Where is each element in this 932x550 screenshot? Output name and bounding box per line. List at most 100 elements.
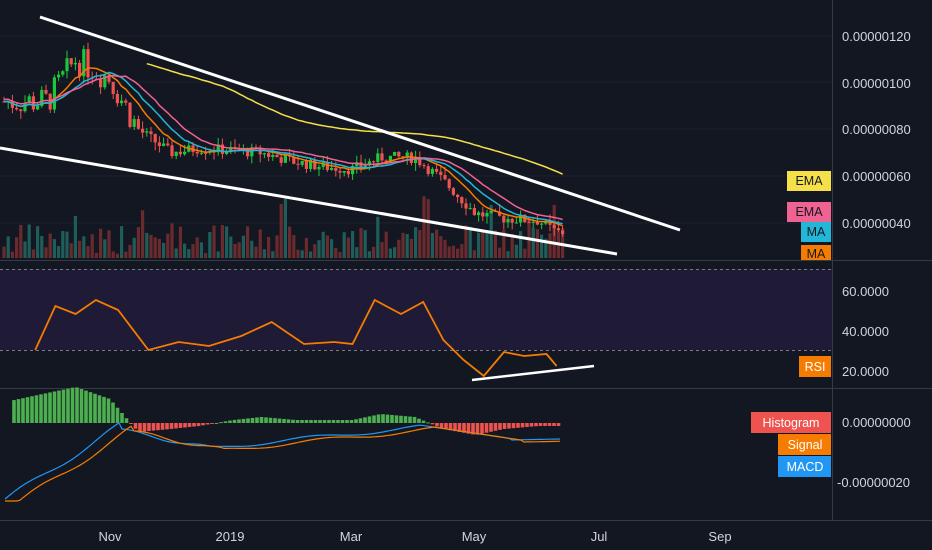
volume-bar <box>174 248 178 258</box>
volume-bar <box>523 248 527 258</box>
macd-badge[interactable]: MACD <box>778 456 831 477</box>
volume-bar <box>86 246 90 258</box>
volume-bar <box>107 230 111 258</box>
candle-body <box>27 96 31 104</box>
histogram-bar <box>534 423 538 427</box>
lower-trendline[interactable] <box>0 146 618 256</box>
candle-body <box>405 152 409 158</box>
volume-bar <box>73 215 77 258</box>
volume-bar <box>405 234 409 258</box>
volume-bar <box>145 232 149 258</box>
histogram-bar <box>529 423 534 427</box>
histogram-bar <box>412 416 417 423</box>
price-axis[interactable]: 0.00000120 0.00000100 0.00000080 0.00000… <box>787 29 911 261</box>
volume-bar <box>548 233 552 258</box>
macd-badge-label: MACD <box>787 460 824 474</box>
price-pane-bg <box>0 0 832 260</box>
candle-body <box>435 168 439 172</box>
time-axis[interactable]: Nov 2019 Mar May Jul Sep <box>98 529 731 544</box>
candle-body <box>111 81 115 94</box>
rsi-path <box>34 298 558 378</box>
candle-body <box>153 134 157 143</box>
volume-bar <box>506 251 510 258</box>
price-pane[interactable] <box>0 0 832 260</box>
volume-bar <box>388 248 392 258</box>
signal-badge[interactable]: Signal <box>778 434 831 455</box>
volume-bar <box>456 248 460 258</box>
histogram-badge[interactable]: Histogram <box>751 412 831 433</box>
volume-bar <box>544 238 548 258</box>
candle-body <box>426 166 430 174</box>
candle-body <box>481 212 485 217</box>
volume-bar <box>99 228 103 258</box>
volume-bar <box>296 249 300 258</box>
histogram-bar <box>444 423 448 430</box>
ma-cyan-badge[interactable]: MA <box>801 222 831 242</box>
candle-body <box>19 109 23 112</box>
volume-bar <box>535 229 539 258</box>
volume-bar <box>447 246 451 258</box>
candle-body <box>132 119 136 127</box>
volume-bar <box>292 235 296 258</box>
volume-bar <box>342 232 346 258</box>
volume-bar <box>464 225 468 258</box>
volume-bar <box>141 210 145 258</box>
volume-bar <box>27 224 31 258</box>
rsi-pane[interactable] <box>0 269 832 382</box>
candle-body <box>174 151 178 157</box>
histogram-bar <box>336 420 340 423</box>
rsi-tick: 40.0000 <box>842 324 889 339</box>
ema-pink-badge[interactable]: EMA <box>787 202 831 222</box>
histogram-bar <box>214 422 219 424</box>
histogram-bar <box>385 414 390 423</box>
candle-body <box>246 148 250 157</box>
volume-bar <box>540 234 544 258</box>
volume-bar <box>128 244 132 258</box>
histogram-bar <box>70 387 75 423</box>
candle-body <box>300 160 304 165</box>
candle-body <box>296 163 300 165</box>
histogram-bar <box>187 423 192 427</box>
macd-axis[interactable]: 0.00000000 -0.00000020 Histogram Signal … <box>751 412 911 490</box>
candle-body <box>40 89 44 106</box>
upper-trendline[interactable] <box>39 15 681 232</box>
candle-body <box>292 156 296 164</box>
signal-line <box>5 425 560 502</box>
rsi-badge[interactable]: RSI <box>799 356 831 377</box>
histogram-bar <box>471 423 475 435</box>
histogram-bar <box>498 423 502 430</box>
candle-body <box>342 170 346 173</box>
histogram-bar <box>79 389 84 423</box>
histogram-bar <box>111 402 115 423</box>
candle-body <box>271 154 275 157</box>
volume-bar <box>216 251 220 258</box>
candle-body <box>485 213 489 217</box>
signal-badge-label: Signal <box>788 438 823 452</box>
candle-body <box>309 159 313 169</box>
volume-bar <box>313 244 317 258</box>
macd-lines <box>4 422 561 502</box>
trendlines[interactable] <box>0 15 681 256</box>
candle-body <box>52 77 56 110</box>
volume-bar <box>94 252 98 258</box>
volume-bar <box>246 226 250 258</box>
volume-bar <box>485 232 489 258</box>
volume-bar <box>149 234 153 258</box>
rsi-axis[interactable]: 60.0000 40.0000 20.0000 RSI <box>799 284 889 379</box>
candle-body <box>82 49 86 77</box>
volume-bar <box>376 216 380 258</box>
ema-long-badge[interactable]: EMA <box>787 171 831 191</box>
histogram-bar <box>291 419 295 423</box>
candle-body <box>313 159 317 170</box>
ma-orange-badge[interactable]: MA <box>801 245 831 261</box>
macd-pane[interactable] <box>4 387 561 502</box>
histogram-bar <box>61 389 66 423</box>
histogram-bar <box>462 423 466 433</box>
candle-body <box>23 103 27 112</box>
ema-long-badge-label: EMA <box>795 174 823 188</box>
candle-body <box>183 151 187 155</box>
histogram-bar <box>34 395 39 423</box>
candle-body <box>279 157 283 163</box>
rsi-trendline[interactable] <box>471 364 595 382</box>
